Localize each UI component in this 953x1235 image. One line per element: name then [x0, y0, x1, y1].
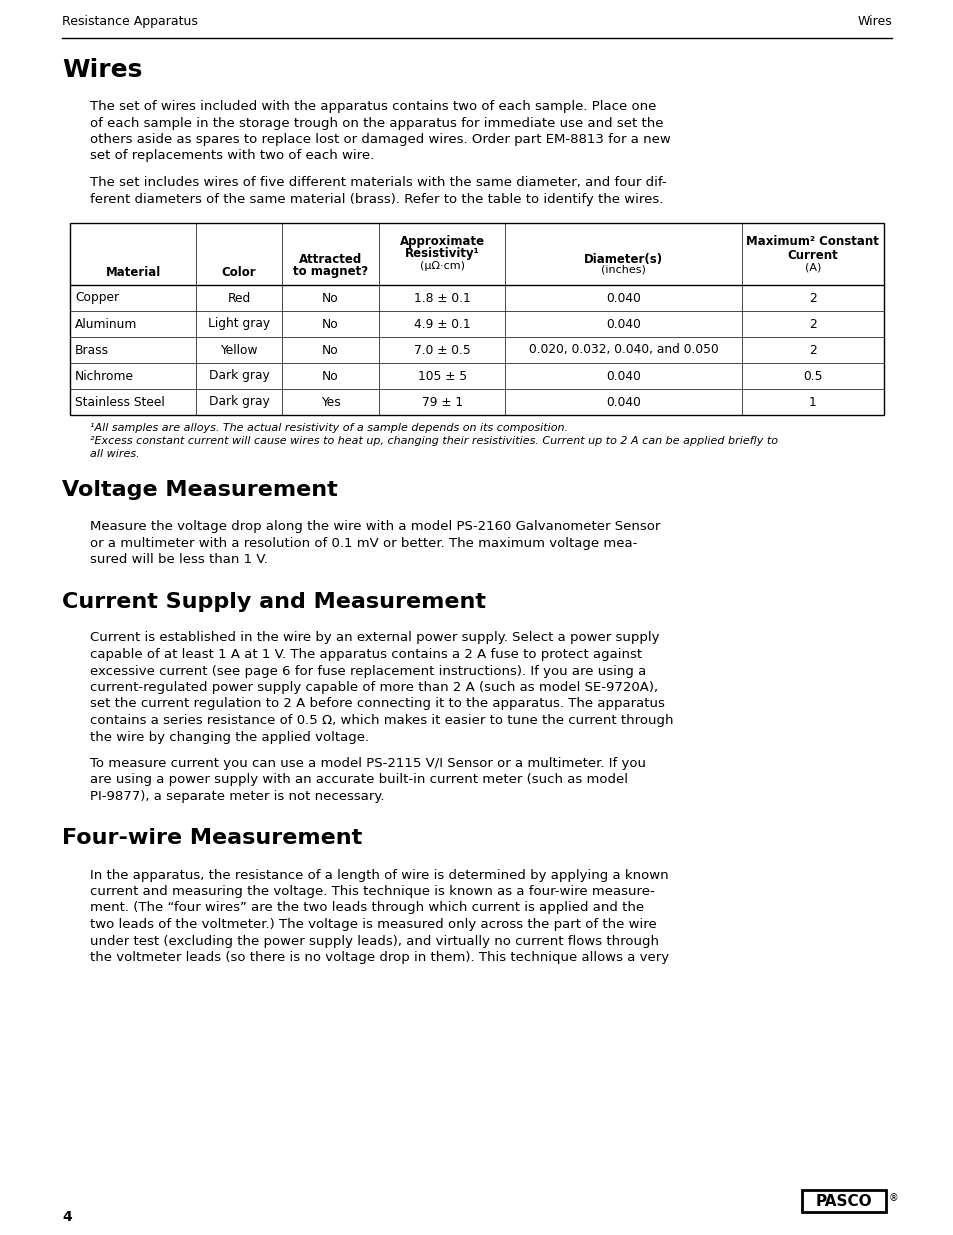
Text: under test (excluding the power supply leads), and virtually no current flows th: under test (excluding the power supply l…	[90, 935, 659, 947]
Text: Stainless Steel: Stainless Steel	[75, 395, 165, 409]
Text: Four-wire Measurement: Four-wire Measurement	[62, 829, 362, 848]
Text: the wire by changing the applied voltage.: the wire by changing the applied voltage…	[90, 730, 369, 743]
Text: Dark gray: Dark gray	[209, 369, 269, 383]
Text: contains a series resistance of 0.5 Ω, which makes it easier to tune the current: contains a series resistance of 0.5 Ω, w…	[90, 714, 673, 727]
Text: Resistivity¹: Resistivity¹	[405, 247, 479, 261]
Text: Current Supply and Measurement: Current Supply and Measurement	[62, 592, 485, 611]
Text: Current is established in the wire by an external power supply. Select a power s: Current is established in the wire by an…	[90, 631, 659, 645]
Text: Red: Red	[227, 291, 251, 305]
Text: 2: 2	[808, 291, 816, 305]
Text: PI-9877), a separate meter is not necessary.: PI-9877), a separate meter is not necess…	[90, 790, 384, 803]
Text: 2: 2	[808, 343, 816, 357]
Text: 0.5: 0.5	[802, 369, 821, 383]
Text: ¹All samples are alloys. The actual resistivity of a sample depends on its compo: ¹All samples are alloys. The actual resi…	[90, 424, 567, 433]
Text: capable of at least 1 A at 1 V. The apparatus contains a 2 A fuse to protect aga: capable of at least 1 A at 1 V. The appa…	[90, 648, 641, 661]
Text: 0.040: 0.040	[605, 369, 640, 383]
Text: No: No	[322, 343, 338, 357]
Text: 2: 2	[808, 317, 816, 331]
Text: Copper: Copper	[75, 291, 119, 305]
Text: (μΩ·cm): (μΩ·cm)	[419, 261, 464, 270]
Text: ²Excess constant current will cause wires to heat up, changing their resistiviti: ²Excess constant current will cause wire…	[90, 436, 778, 446]
Text: PASCO: PASCO	[815, 1193, 871, 1209]
Text: ferent diameters of the same material (brass). Refer to the table to identify th: ferent diameters of the same material (b…	[90, 193, 662, 205]
Text: 105 ± 5: 105 ± 5	[417, 369, 466, 383]
Text: the voltmeter leads (so there is no voltage drop in them). This technique allows: the voltmeter leads (so there is no volt…	[90, 951, 668, 965]
Text: Yes: Yes	[320, 395, 340, 409]
Text: In the apparatus, the resistance of a length of wire is determined by applying a: In the apparatus, the resistance of a le…	[90, 868, 668, 882]
Text: 0.020, 0.032, 0.040, and 0.050: 0.020, 0.032, 0.040, and 0.050	[528, 343, 718, 357]
Bar	[801, 1191, 885, 1212]
Text: Wires: Wires	[62, 58, 142, 82]
Text: two leads of the voltmeter.) The voltage is measured only across the part of the: two leads of the voltmeter.) The voltage…	[90, 918, 656, 931]
Text: Voltage Measurement: Voltage Measurement	[62, 480, 337, 500]
Text: 7.0 ± 0.5: 7.0 ± 0.5	[414, 343, 470, 357]
Text: set the current regulation to 2 A before connecting it to the apparatus. The app: set the current regulation to 2 A before…	[90, 698, 664, 710]
Text: excessive current (see page 6 for fuse replacement instructions). If you are usi: excessive current (see page 6 for fuse r…	[90, 664, 645, 678]
Text: Resistance Apparatus: Resistance Apparatus	[62, 15, 197, 28]
Text: 0.040: 0.040	[605, 317, 640, 331]
Text: 4: 4	[62, 1210, 71, 1224]
Text: of each sample in the storage trough on the apparatus for immediate use and set : of each sample in the storage trough on …	[90, 116, 662, 130]
Bar	[70, 224, 883, 415]
Text: current and measuring the voltage. This technique is known as a four-wire measur: current and measuring the voltage. This …	[90, 885, 654, 898]
Text: Light gray: Light gray	[208, 317, 270, 331]
Text: (inches): (inches)	[600, 266, 645, 275]
Text: 4.9 ± 0.1: 4.9 ± 0.1	[414, 317, 470, 331]
Text: 79 ± 1: 79 ± 1	[421, 395, 462, 409]
Text: 0.040: 0.040	[605, 395, 640, 409]
Text: The set of wires included with the apparatus contains two of each sample. Place : The set of wires included with the appar…	[90, 100, 656, 112]
Text: current-regulated power supply capable of more than 2 A (such as model SE-9720A): current-regulated power supply capable o…	[90, 680, 658, 694]
Text: are using a power supply with an accurate built-in current meter (such as model: are using a power supply with an accurat…	[90, 773, 627, 787]
Text: The set includes wires of five different materials with the same diameter, and f: The set includes wires of five different…	[90, 177, 666, 189]
Text: Color: Color	[221, 266, 256, 279]
Text: Diameter(s): Diameter(s)	[583, 253, 662, 266]
Text: Yellow: Yellow	[220, 343, 257, 357]
Text: No: No	[322, 317, 338, 331]
Text: Dark gray: Dark gray	[209, 395, 269, 409]
Text: or a multimeter with a resolution of 0.1 mV or better. The maximum voltage mea-: or a multimeter with a resolution of 0.1…	[90, 536, 637, 550]
Text: (A): (A)	[803, 263, 821, 273]
Text: 1: 1	[808, 395, 816, 409]
Text: sured will be less than 1 V.: sured will be less than 1 V.	[90, 553, 268, 566]
Text: Nichrome: Nichrome	[75, 369, 133, 383]
Text: ®: ®	[888, 1193, 898, 1203]
Text: Material: Material	[106, 266, 160, 279]
Text: Measure the voltage drop along the wire with a model PS-2160 Galvanometer Sensor: Measure the voltage drop along the wire …	[90, 520, 659, 534]
Text: set of replacements with two of each wire.: set of replacements with two of each wir…	[90, 149, 374, 163]
Text: No: No	[322, 291, 338, 305]
Text: Attracted: Attracted	[298, 253, 362, 266]
Text: others aside as spares to replace lost or damaged wires. Order part EM-8813 for : others aside as spares to replace lost o…	[90, 133, 670, 146]
Text: Current: Current	[786, 249, 838, 262]
Text: Approximate: Approximate	[399, 235, 484, 248]
Text: ment. (The “four wires” are the two leads through which current is applied and t: ment. (The “four wires” are the two lead…	[90, 902, 643, 914]
Text: Maximum² Constant: Maximum² Constant	[745, 235, 879, 248]
Text: Aluminum: Aluminum	[75, 317, 137, 331]
Text: all wires.: all wires.	[90, 450, 139, 459]
Text: 1.8 ± 0.1: 1.8 ± 0.1	[414, 291, 470, 305]
Text: No: No	[322, 369, 338, 383]
Text: to magnet?: to magnet?	[293, 266, 368, 278]
Text: 0.040: 0.040	[605, 291, 640, 305]
Text: Brass: Brass	[75, 343, 109, 357]
Text: Wires: Wires	[857, 15, 891, 28]
Text: To measure current you can use a model PS-2115 V/I Sensor or a multimeter. If yo: To measure current you can use a model P…	[90, 757, 645, 769]
